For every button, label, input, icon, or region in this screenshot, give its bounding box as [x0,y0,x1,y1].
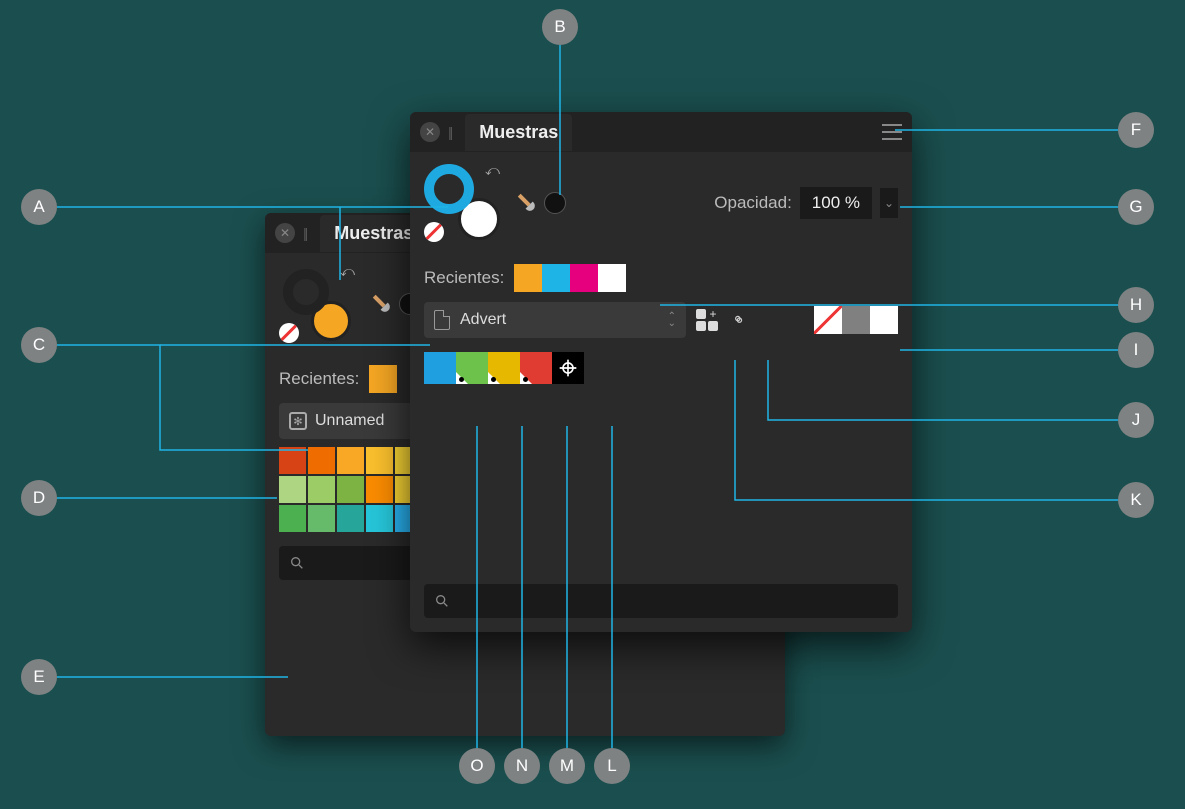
grid-swatch[interactable] [366,476,393,503]
swatch[interactable] [514,264,542,292]
search-icon [289,555,305,571]
callout-c: C [21,327,57,363]
callout-b: B [542,9,578,45]
grid-swatch[interactable] [308,476,335,503]
gear-icon [289,412,307,430]
grid-swatch[interactable] [366,505,393,532]
stroke-color-well[interactable] [283,269,329,315]
grid-swatch[interactable] [337,447,364,474]
grid-swatch[interactable] [279,476,306,503]
swatch[interactable] [570,264,598,292]
callout-j: J [1118,402,1154,438]
recent-swatches [514,264,626,292]
quick-swatches [814,306,898,334]
grid-swatch[interactable] [308,505,335,532]
palette-name: Unnamed [315,412,384,430]
swatch[interactable] [542,264,570,292]
swap-colors-icon[interactable]: ⤺ [340,263,355,280]
grid-swatch[interactable] [308,447,335,474]
no-color-icon[interactable] [279,323,299,343]
grid-swatch[interactable] [366,447,393,474]
palette-dropdown[interactable]: Unnamed [279,403,429,439]
callout-i: I [1118,332,1154,368]
palette-name: Advert [460,311,506,329]
callout-d: D [21,480,57,516]
palette-swatch[interactable] [456,352,488,384]
palette-swatches [424,352,898,384]
add-swatch-button[interactable]: + [696,309,718,331]
color-selector[interactable]: ⤺ [424,164,502,242]
sampled-color-well[interactable] [544,192,566,214]
recent-label: Recientes: [279,369,359,389]
callout-g: G [1118,189,1154,225]
close-icon[interactable]: ✕ [275,223,295,243]
grid-swatch[interactable] [279,505,306,532]
swatches-panel-front: ✕ || Muestras ⤺ Opacidad: 100 % ⌄ Recien [410,112,912,632]
close-icon[interactable]: ✕ [420,122,440,142]
stroke-color-well[interactable] [424,164,474,214]
callout-l: L [594,748,630,784]
drag-handle-icon[interactable]: || [303,225,306,241]
opacity-label: Opacidad: [714,193,792,213]
chevron-up-down-icon: ⌃⌄ [668,313,676,327]
grid-swatch[interactable] [279,447,306,474]
callout-f: F [1118,112,1154,148]
palette-swatch[interactable] [488,352,520,384]
eyedropper-icon[interactable] [366,288,397,319]
none-swatch[interactable] [814,306,842,334]
swatch-white[interactable] [870,306,898,334]
swap-colors-icon[interactable]: ⤺ [485,162,500,179]
recent-swatches [369,365,397,393]
document-icon [434,310,450,330]
callout-o: O [459,748,495,784]
panel-menu-icon[interactable] [882,124,902,140]
grid-plus-icon: + [696,309,718,331]
swatch[interactable] [369,365,397,393]
eyedropper-group [516,192,566,214]
callout-k: K [1118,482,1154,518]
no-color-icon[interactable] [424,222,444,242]
swatch[interactable] [598,264,626,292]
registration-swatch[interactable] [552,352,584,384]
callout-a: A [21,189,57,225]
opacity-control: Opacidad: 100 % ⌄ [714,187,898,219]
opacity-dropdown-icon[interactable]: ⌄ [880,188,898,218]
palette-swatch[interactable] [520,352,552,384]
grid-swatch[interactable] [337,476,364,503]
recent-label: Recientes: [424,268,504,288]
swatch-gray[interactable] [842,306,870,334]
grid-swatch[interactable] [337,505,364,532]
palette-dropdown[interactable]: Advert ⌃⌄ [424,302,686,338]
eyedropper-icon[interactable] [511,187,542,218]
drag-handle-icon[interactable]: || [448,124,451,140]
opacity-value[interactable]: 100 % [800,187,872,219]
palette-swatch[interactable] [424,352,456,384]
callout-n: N [504,748,540,784]
search-input[interactable] [424,584,898,618]
titlebar: ✕ || Muestras [410,112,912,152]
callout-m: M [549,748,585,784]
callout-h: H [1118,287,1154,323]
panel-tab[interactable]: Muestras [465,114,572,151]
search-icon [434,593,450,609]
color-selector[interactable]: ⤺ [279,265,357,343]
callout-e: E [21,659,57,695]
link-icon[interactable]: ⚭ [724,306,752,334]
